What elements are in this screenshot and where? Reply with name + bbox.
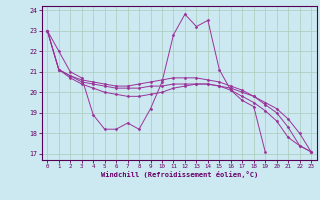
X-axis label: Windchill (Refroidissement éolien,°C): Windchill (Refroidissement éolien,°C) (100, 171, 258, 178)
